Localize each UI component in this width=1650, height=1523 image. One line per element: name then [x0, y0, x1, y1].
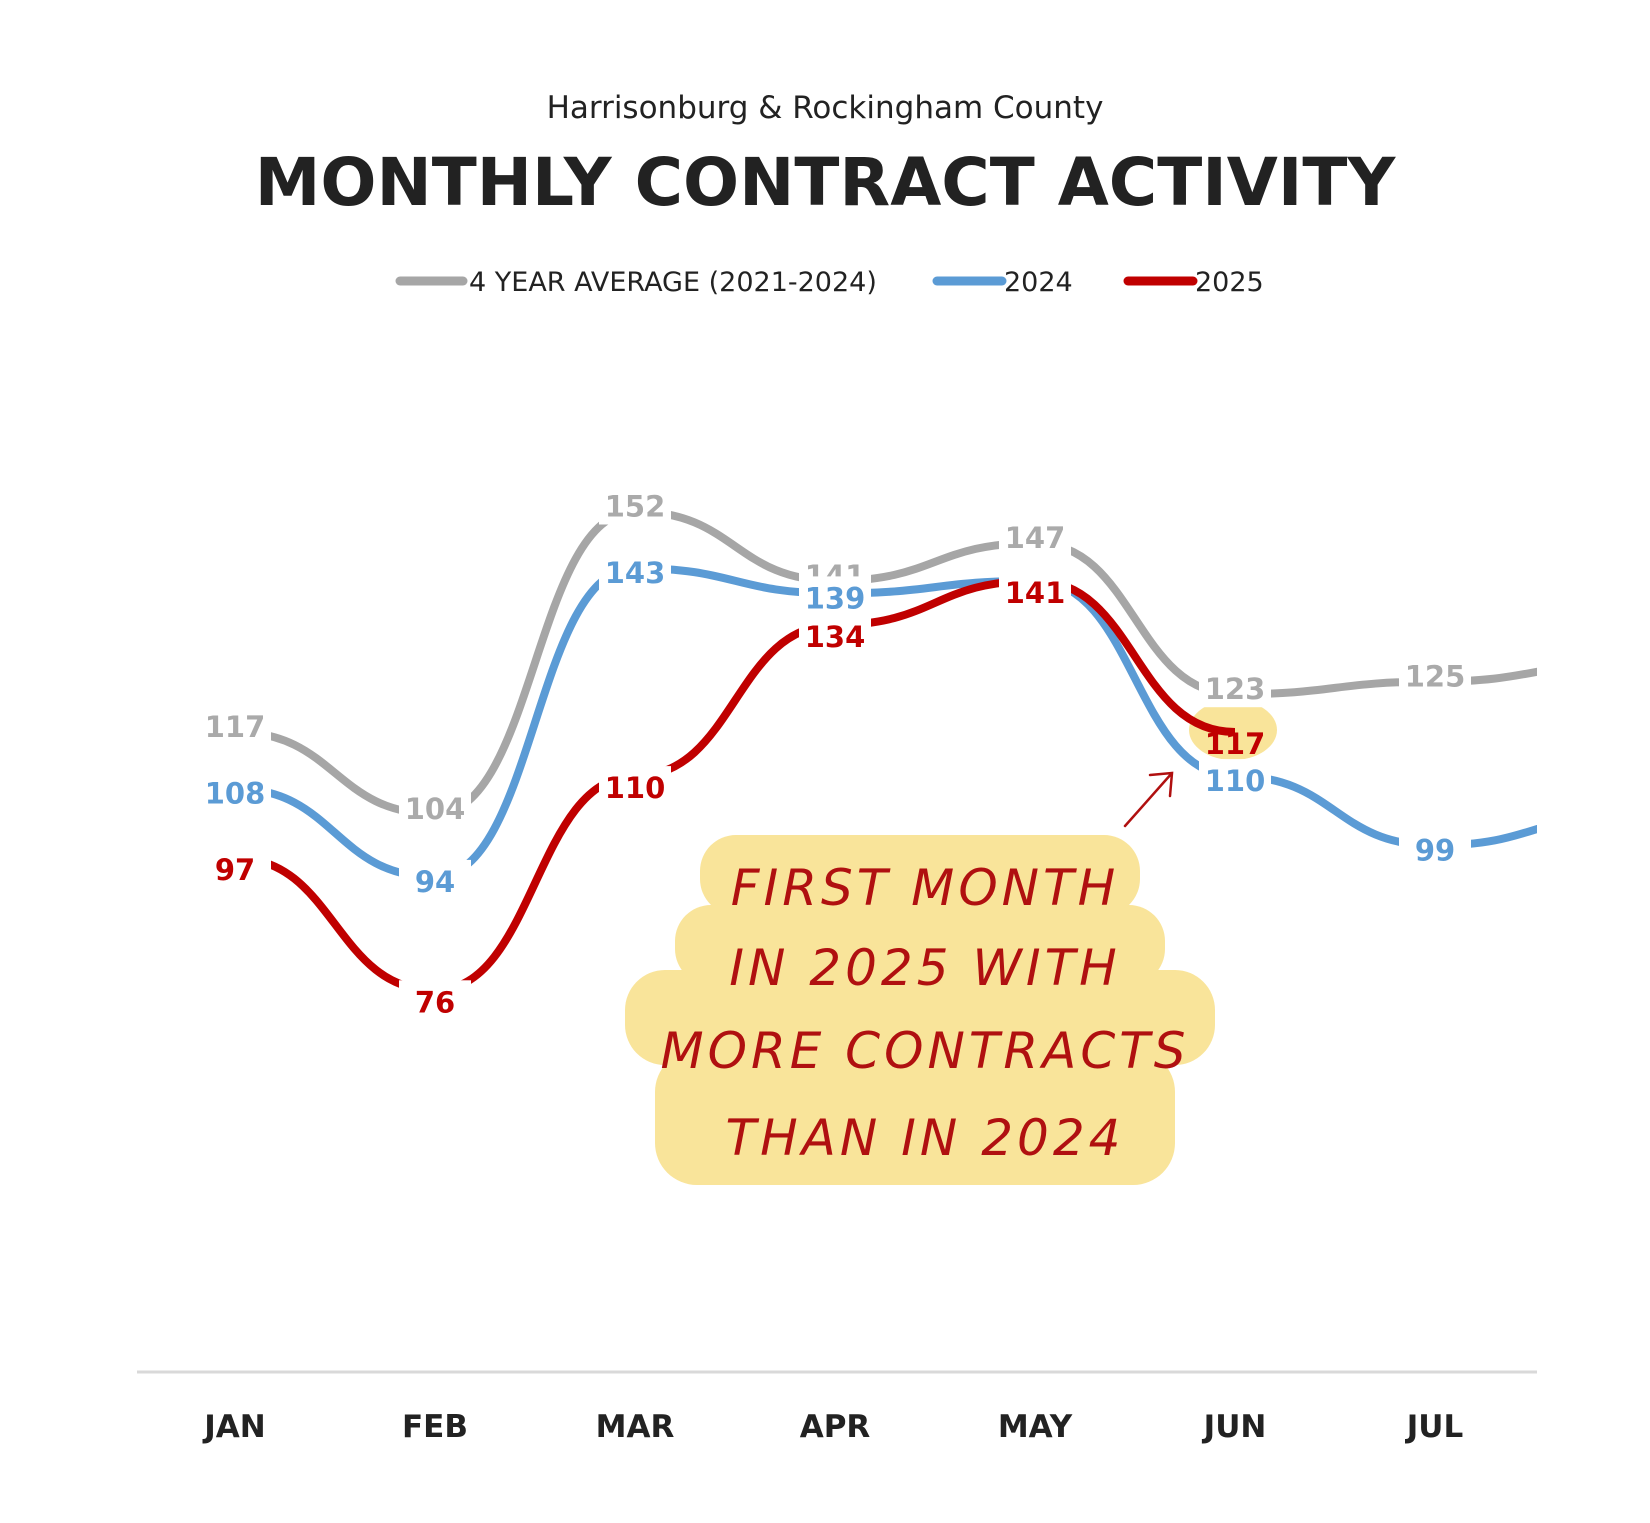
annotation-line-4: THAN IN 2024: [726, 1109, 1125, 1167]
legend-item-2025: 2025: [1123, 267, 1264, 298]
data-label-1-5: 110: [1205, 764, 1266, 798]
data-label-1-2: 143: [605, 556, 666, 590]
data-label-bg: [599, 484, 671, 525]
data-label-bg: [199, 771, 271, 812]
annotation: FIRST MONTH IN 2025 WITH MORE CONTRACTS …: [660, 771, 1189, 1167]
data-label-bg: [399, 786, 471, 827]
data-label-0-6: 125: [1405, 660, 1466, 694]
data-label-0-1: 104: [405, 792, 466, 826]
chart-title: MONTHLY CONTRACT ACTIVITY: [255, 144, 1397, 221]
data-labels: 1171041521411471231251089414313914111099…: [199, 484, 1471, 1021]
x-tick-label: JAN: [202, 1409, 265, 1445]
data-label-bg: [1199, 759, 1271, 800]
legend-label-average: 4 YEAR AVERAGE (2021-2024): [469, 267, 877, 298]
data-label-bg: [199, 705, 271, 745]
x-tick-label: JUL: [1405, 1409, 1463, 1445]
data-label-0-0: 117: [205, 710, 266, 744]
data-label-0-4: 147: [1005, 521, 1066, 555]
data-label-bg: [1399, 828, 1471, 869]
data-label-bg: [999, 570, 1071, 611]
annotation-line-2: IN 2025 WITH: [729, 939, 1121, 997]
data-label-1-0: 108: [205, 777, 266, 811]
x-tick-label: JUN: [1202, 1409, 1267, 1445]
data-label-bg: [199, 848, 271, 888]
legend-label-2025: 2025: [1195, 267, 1264, 298]
annotation-highlight: [625, 700, 1277, 1185]
data-label-1-1: 94: [415, 865, 455, 899]
data-label-bg: [1399, 654, 1471, 695]
data-label-2-4: 141: [1005, 576, 1066, 610]
data-label-bg: [599, 551, 671, 592]
x-tick-label: MAY: [998, 1409, 1073, 1445]
legend-label-2024: 2024: [1004, 267, 1073, 298]
series-line-2: [234, 576, 1236, 995]
data-label-0-5: 123: [1205, 672, 1266, 706]
data-label-2-3: 134: [805, 620, 866, 654]
x-axis-ticks: JAN FEB MAR APR MAY JUN JUL: [202, 1409, 1463, 1445]
annotation-line-3: MORE CONTRACTS: [660, 1022, 1189, 1080]
data-label-2-2: 110: [605, 771, 666, 805]
data-label-bg: [599, 766, 671, 807]
data-label-bg: [999, 516, 1071, 556]
legend-item-2024: 2024: [932, 267, 1073, 298]
data-label-2-1: 76: [415, 985, 455, 1019]
data-label-0-2: 152: [605, 490, 666, 524]
data-label-1-3: 139: [805, 581, 866, 615]
data-label-1-6: 99: [1415, 833, 1455, 867]
data-label-bg: [1199, 667, 1271, 708]
data-label-bg: [799, 576, 871, 617]
legend: 4 YEAR AVERAGE (2021-2024) 2024 2025: [395, 267, 1264, 298]
data-label-bg: [399, 859, 471, 900]
x-tick-label: APR: [800, 1409, 871, 1445]
data-label-bg: [799, 614, 871, 655]
data-label-2-5: 117: [1205, 727, 1266, 761]
x-tick-label: FEB: [402, 1409, 468, 1445]
data-label-2-0: 97: [215, 853, 255, 887]
annotation-arrow: [1123, 771, 1174, 828]
x-tick-label: MAR: [596, 1409, 675, 1445]
data-label-bg: [399, 980, 471, 1021]
annotation-line-1: FIRST MONTH: [731, 859, 1119, 917]
chart-subtitle: Harrisonburg & Rockingham County: [547, 90, 1104, 126]
legend-item-average: 4 YEAR AVERAGE (2021-2024): [395, 267, 877, 298]
